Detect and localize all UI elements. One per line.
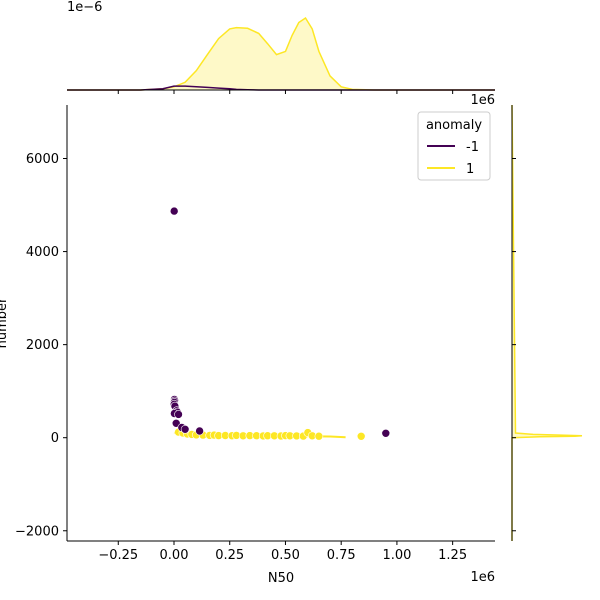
main-scatter-axes: −0.25 0.00 0.25 0.50 0.75 1.00 1.25 −2000 0 2000 4… [15,105,495,563]
x-tick-label: 0.75 [327,548,356,563]
data-point-series-1 [314,431,324,441]
legend-title: anomaly [426,118,482,133]
data-point-series--1 [180,424,190,434]
x-tick-label: 1.00 [382,548,411,563]
y-tick-label: −2000 [15,524,59,539]
x-scale-label: 1e6 [470,570,495,585]
right-density-line-series-1 [511,104,583,541]
legend-label-1: 1 [466,162,474,177]
right-density-fill-series-1 [512,105,582,541]
y-tick-label: 6000 [26,152,59,167]
data-point-series--1 [174,410,183,419]
top-density-line-series-1 [67,16,495,91]
y-tick-label: 2000 [26,338,59,353]
top-marginal-scale-label: 1e−6 [67,0,102,15]
legend: anomaly -1 1 [417,111,491,181]
x-axis-label: N50 [268,571,294,586]
y-tick-label: 0 [51,431,59,446]
x-tick-label: 0.25 [215,548,244,563]
top-marginal-density [67,16,495,94]
data-point-series--1 [381,428,391,438]
legend-label--1: -1 [466,140,479,155]
y-tick-label: 4000 [26,245,59,260]
right-marginal-scale-label: 1e6 [470,93,495,108]
x-tick-label: 0.50 [271,548,300,563]
data-point-series--1 [169,206,179,216]
top-density-fill-series-1 [67,18,495,90]
data-point-series-1 [356,431,366,441]
x-tick-label: 1.25 [438,548,467,563]
y-axis-label: number [0,297,10,348]
data-point-series--1 [195,426,204,436]
x-tick-label: −0.25 [98,548,138,563]
x-tick-label: 0.00 [160,548,189,563]
right-marginal-density [511,104,583,541]
